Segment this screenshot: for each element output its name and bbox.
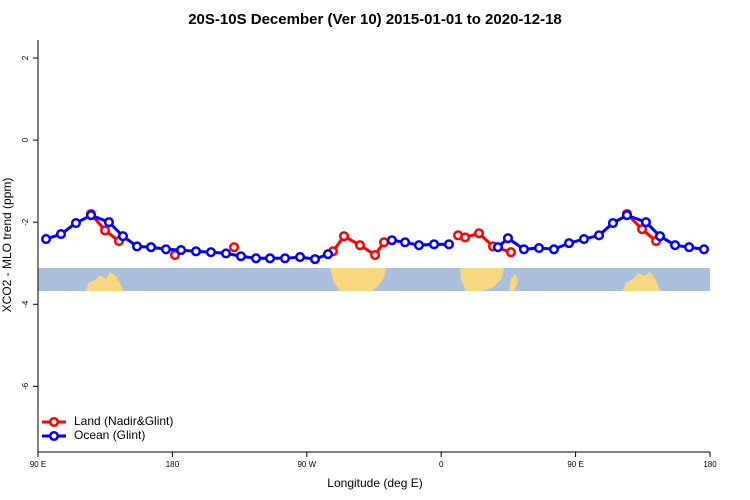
x-tick-label: 0 xyxy=(439,460,444,469)
data-point xyxy=(654,231,666,242)
data-point xyxy=(563,238,575,249)
x-axis-label: Longitude (deg E) xyxy=(327,476,422,490)
data-point xyxy=(378,237,390,248)
data-point xyxy=(684,242,695,253)
data-point xyxy=(473,228,485,239)
data-point xyxy=(70,217,81,229)
data-point xyxy=(322,249,334,260)
legend-marker xyxy=(48,416,60,428)
data-point xyxy=(205,247,216,258)
data-point xyxy=(518,244,529,255)
data-point xyxy=(190,246,202,257)
land-shape xyxy=(86,272,124,291)
data-point xyxy=(176,245,187,256)
data-point xyxy=(670,240,681,251)
data-point xyxy=(548,244,559,255)
data-point xyxy=(250,253,262,264)
data-point xyxy=(55,229,67,240)
land-shape xyxy=(509,274,518,291)
data-point xyxy=(131,241,143,252)
data-point xyxy=(533,243,545,254)
data-point xyxy=(698,244,710,255)
data-point xyxy=(220,248,232,259)
x-tick-label: 180 xyxy=(166,460,180,469)
data-point xyxy=(309,254,321,265)
data-point xyxy=(492,242,503,253)
data-point xyxy=(369,249,381,261)
data-point xyxy=(502,233,514,244)
data-point xyxy=(505,247,516,258)
data-point xyxy=(578,233,590,245)
land-shape xyxy=(622,272,660,291)
map-strip xyxy=(38,268,710,291)
y-tick-label: -2 xyxy=(21,218,30,226)
legend-label: Land (Nadir&Glint) xyxy=(74,414,173,428)
legend-label: Ocean (Glint) xyxy=(74,428,145,442)
y-tick-label: 2 xyxy=(21,55,30,60)
data-point xyxy=(400,237,411,248)
data-point xyxy=(460,232,471,243)
legend-marker xyxy=(48,430,60,442)
y-tick-label: -6 xyxy=(21,382,30,390)
data-point xyxy=(41,233,52,245)
x-tick-label: 90 W xyxy=(297,460,316,469)
data-point xyxy=(386,235,397,246)
x-tick-label: 90 E xyxy=(30,460,46,469)
data-point xyxy=(621,210,633,221)
data-point xyxy=(160,244,172,255)
data-point xyxy=(117,231,129,242)
data-point xyxy=(593,230,605,241)
data-point xyxy=(354,240,366,251)
data-point xyxy=(85,210,97,221)
data-point xyxy=(295,252,306,263)
data-point xyxy=(607,217,618,229)
data-point xyxy=(235,251,246,262)
data-point xyxy=(265,253,276,264)
data-point xyxy=(145,242,157,253)
data-point xyxy=(428,239,440,250)
data-point xyxy=(338,231,350,242)
data-point xyxy=(229,242,240,253)
data-point xyxy=(640,217,651,228)
x-tick-label: 90 E xyxy=(567,460,583,469)
data-point xyxy=(103,217,114,228)
y-tick-label: 0 xyxy=(21,137,30,142)
chart-title: 20S-10S December (Ver 10) 2015-01-01 to … xyxy=(188,11,562,28)
data-point xyxy=(279,253,291,264)
land-shape xyxy=(460,268,504,291)
data-point xyxy=(443,239,455,250)
y-tick-label: -4 xyxy=(21,300,30,308)
y-axis-label: XCO2 - MLO trend (ppm) xyxy=(0,178,14,313)
land-shape xyxy=(330,268,386,291)
x-tick-label: 180 xyxy=(703,460,717,469)
data-point xyxy=(413,240,424,251)
data-point xyxy=(100,225,111,236)
